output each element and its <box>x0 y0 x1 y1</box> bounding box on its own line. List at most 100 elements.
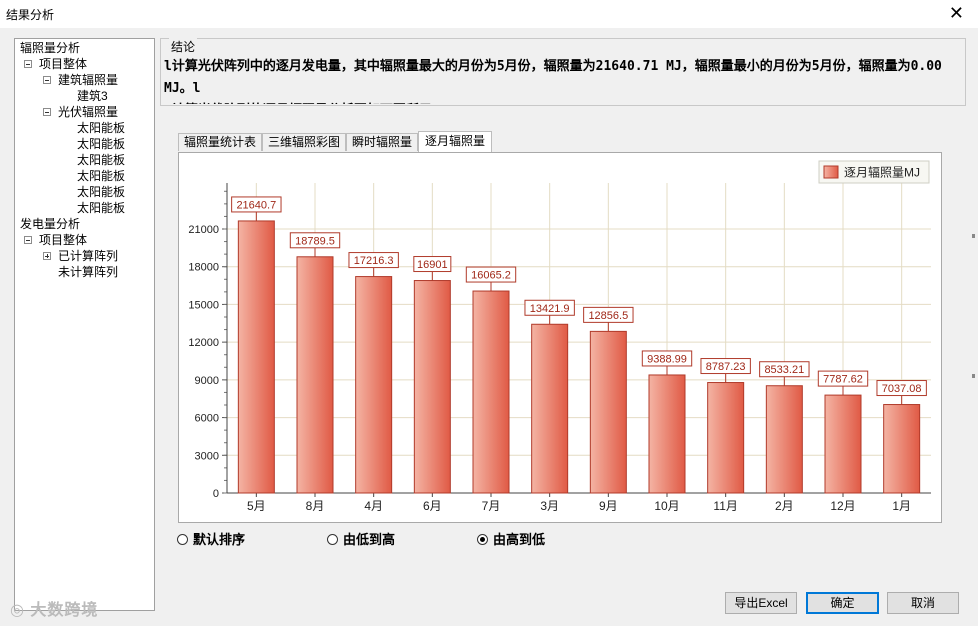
collapse-icon[interactable] <box>43 108 51 116</box>
bar <box>472 290 510 494</box>
legend-label: 逐月辐照量MJ <box>844 165 920 180</box>
radio-label: 默认排序 <box>193 532 246 547</box>
bar <box>648 374 686 494</box>
close-icon[interactable]: ✕ <box>948 3 964 23</box>
radio-high-to-low[interactable]: 由高到低 <box>477 529 545 548</box>
edge-marker <box>972 374 975 378</box>
tree-node-solar-panel[interactable]: 太阳能板 <box>77 169 126 183</box>
bar <box>765 385 803 494</box>
tree-node-building-radiation[interactable]: 建筑辐照量 <box>58 73 119 87</box>
data-label-box <box>231 196 282 213</box>
watermark-logo: ◎ 大数跨境 <box>10 596 98 620</box>
radio-circle[interactable] <box>177 534 188 545</box>
data-label-box <box>465 266 517 283</box>
x-tick-label: 11月 <box>713 499 737 513</box>
tree-node-calculated-arrays[interactable]: 已计算阵列 <box>58 249 119 263</box>
x-tick-label: 1月 <box>892 499 911 513</box>
y-tick-label: 15000 <box>188 299 219 311</box>
tree-node-pv-radiation[interactable]: 光伏辐照量 <box>58 105 119 119</box>
tree-node-solar-panel[interactable]: 太阳能板 <box>77 137 126 151</box>
data-label: 13421.9 <box>530 303 570 315</box>
tree-node-solar-panel[interactable]: 太阳能板 <box>77 185 126 199</box>
x-tick-label: 7月 <box>482 499 501 513</box>
y-tick-label: 6000 <box>195 413 219 425</box>
tree-node-project-whole[interactable]: 项目整体 <box>39 57 88 71</box>
radio-default-order[interactable]: 默认排序 <box>177 529 245 548</box>
tree-node-building-3[interactable]: 建筑3 <box>77 89 108 103</box>
bar <box>237 220 275 494</box>
watermark-text: 大数跨境 <box>30 602 99 619</box>
tree-node-radiation-analysis[interactable]: 辐照量分析 <box>20 41 81 55</box>
data-label-box <box>348 252 399 269</box>
data-label-box <box>583 306 634 323</box>
data-label: 16901 <box>417 259 448 271</box>
data-label-box <box>641 350 693 367</box>
tab-radiation-table[interactable]: 辐照量统计表 <box>178 133 262 151</box>
ok-button[interactable]: 确定 <box>806 592 879 614</box>
conclusion-group: 结论 l计算光伏阵列中的逐月发电量，其中辐照量最大的月份为5月份，辐照量为216… <box>160 38 966 106</box>
data-label: 18789.5 <box>295 235 335 247</box>
data-label-box <box>700 358 751 375</box>
tree-node-solar-panel[interactable]: 太阳能板 <box>77 201 126 215</box>
radio-label: 由高到低 <box>493 532 546 547</box>
data-label: 7037.08 <box>882 383 922 395</box>
edge-marker <box>972 234 975 238</box>
y-tick-label: 9000 <box>195 375 219 387</box>
conclusion-legend: 结论 <box>169 38 198 55</box>
data-label-box <box>289 232 341 249</box>
conclusion-text: l计算光伏阵列中的逐月发电量，其中辐照量最大的月份为5月份，辐照量为21640.… <box>164 59 942 104</box>
x-tick-label: 6月 <box>423 499 442 513</box>
radio-label: 由低到高 <box>343 532 396 547</box>
window-title: 结果分析 <box>6 8 55 22</box>
bar <box>707 382 745 494</box>
export-excel-button[interactable]: 导出Excel <box>725 592 797 614</box>
x-tick-label: 2月 <box>775 499 794 513</box>
bar <box>355 276 393 494</box>
data-label: 7787.62 <box>823 374 863 386</box>
collapse-icon[interactable] <box>43 76 51 84</box>
bar <box>589 330 627 494</box>
tree-node-power-analysis[interactable]: 发电量分析 <box>20 217 81 231</box>
tree-node-solar-panel[interactable]: 太阳能板 <box>77 153 126 167</box>
tab-instant-radiation[interactable]: 瞬时辐照量 <box>346 133 418 151</box>
expand-icon[interactable] <box>43 252 51 260</box>
y-tick-label: 21000 <box>188 224 219 236</box>
watermark-icon: ◎ <box>10 602 25 619</box>
tree-node-uncalculated-arrays[interactable]: 未计算阵列 <box>58 265 119 279</box>
collapse-icon[interactable] <box>24 236 32 244</box>
title-bar: 结果分析 ✕ <box>0 0 978 28</box>
radio-circle[interactable] <box>477 534 488 545</box>
tree-node-solar-panel[interactable]: 太阳能板 <box>77 121 126 135</box>
data-label-box <box>817 370 869 387</box>
analysis-tree[interactable]: 辐照量分析 项目整体 建筑辐照量 建筑3 光伏辐照量 太阳能板 太阳能板 太阳能… <box>14 38 155 611</box>
data-label: 8787.23 <box>706 361 746 373</box>
data-label-box <box>759 361 810 378</box>
tab-monthly-radiation[interactable]: 逐月辐照量 <box>418 131 492 152</box>
monthly-radiation-chart: 0 3000 6000 9000 12000 15000 18000 21000 5月 8月 4月 6… <box>188 160 931 513</box>
y-tick-label: 0 <box>213 488 219 500</box>
x-tick-label: 4月 <box>364 499 383 513</box>
y-tick-label: 18000 <box>188 262 219 274</box>
cancel-button[interactable]: 取消 <box>887 592 959 614</box>
radio-low-to-high[interactable]: 由低到高 <box>327 529 395 548</box>
data-label: 8533.21 <box>764 364 804 376</box>
chart-panel: 0 3000 6000 9000 12000 15000 18000 21000 5月 8月 4月 6… <box>178 152 942 523</box>
data-label-box <box>413 256 452 273</box>
bar <box>296 256 334 494</box>
bar <box>824 394 862 494</box>
data-label: 16065.2 <box>471 270 511 282</box>
legend-swatch <box>823 165 839 179</box>
x-tick-label: 12月 <box>830 499 855 513</box>
bar <box>531 323 569 494</box>
collapse-icon[interactable] <box>24 60 32 68</box>
radio-circle[interactable] <box>327 534 338 545</box>
data-label: 21640.7 <box>236 199 276 211</box>
x-tick-label: 5月 <box>247 499 266 513</box>
tree-node-project-whole[interactable]: 项目整体 <box>39 233 88 247</box>
y-tick-label: 12000 <box>188 337 219 349</box>
tab-3d-radiation-map[interactable]: 三维辐照彩图 <box>262 133 346 151</box>
x-tick-label: 9月 <box>599 499 618 513</box>
x-tick-label: 10月 <box>654 499 679 513</box>
data-label-box <box>876 380 927 397</box>
bar <box>413 280 451 494</box>
